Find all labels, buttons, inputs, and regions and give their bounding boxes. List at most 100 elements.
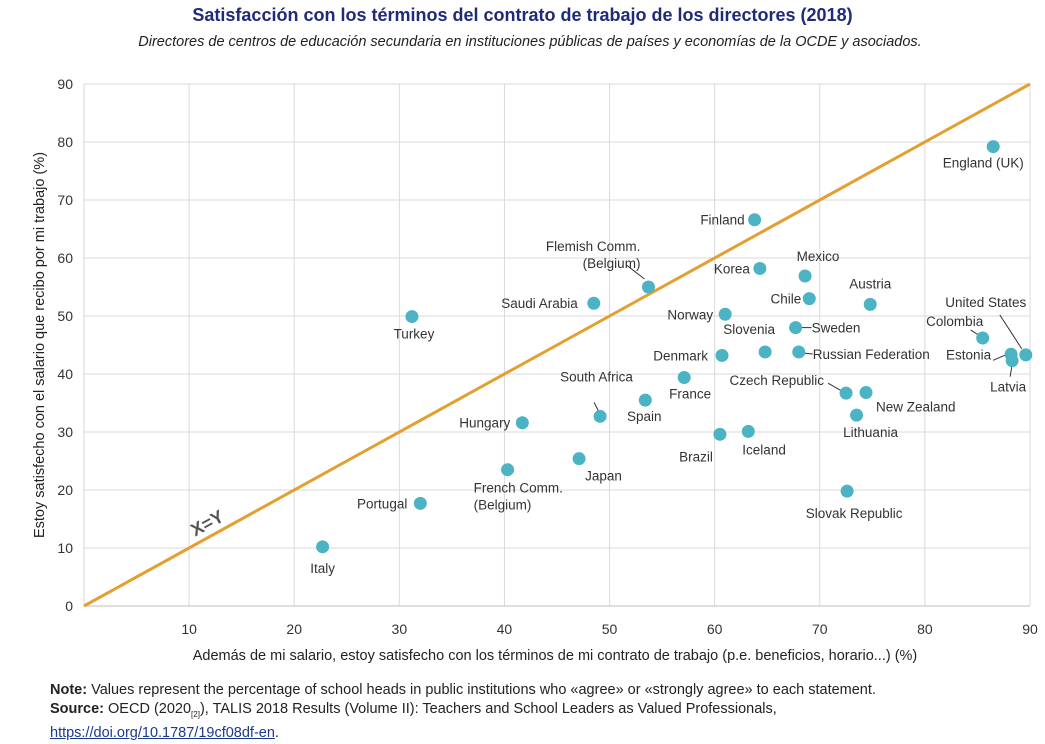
data-point-label: Portugal <box>357 496 407 511</box>
data-point-label: Austria <box>849 276 892 291</box>
data-point <box>753 261 767 275</box>
data-point <box>405 310 419 324</box>
source-line: Source: OECD (2020[2]), TALIS 2018 Resul… <box>50 700 1040 724</box>
data-point-label: Denmark <box>653 348 708 363</box>
data-point-label: Saudi Arabia <box>501 296 578 311</box>
y-tick-label: 30 <box>57 424 73 440</box>
data-point <box>798 269 812 283</box>
data-point-label: England (UK) <box>943 156 1024 171</box>
link-suffix: . <box>274 724 279 741</box>
data-point <box>515 416 529 430</box>
data-point <box>718 307 732 321</box>
data-point <box>839 386 853 400</box>
data-point-label: Norway <box>667 307 713 322</box>
data-point-label: Korea <box>714 261 751 276</box>
data-point <box>715 348 729 362</box>
data-point <box>863 297 877 311</box>
data-point <box>587 296 601 310</box>
data-point <box>572 452 586 466</box>
data-point-label: Sweden <box>812 321 861 336</box>
data-point <box>758 345 772 359</box>
data-point <box>850 408 864 422</box>
y-tick-label: 0 <box>65 598 73 614</box>
data-point-label: Russian Federation <box>813 347 930 362</box>
data-point-label: French Comm. <box>474 481 563 496</box>
leader-line <box>999 314 1023 350</box>
data-point-label: Czech Republic <box>730 373 825 388</box>
source-ref: [2] <box>191 709 200 719</box>
reference-line-xy <box>83 82 1031 608</box>
x-tick-label: 40 <box>497 621 513 637</box>
data-point-label: United States <box>945 295 1026 310</box>
x-axis-label: Además de mi salario, estoy satisfecho c… <box>192 648 918 664</box>
leader-line <box>626 264 645 280</box>
data-point-label: Latvia <box>990 380 1027 395</box>
data-point-label: Brazil <box>679 449 713 464</box>
data-point <box>802 292 816 306</box>
data-point-label: Chile <box>771 292 802 307</box>
x-tick-label: 30 <box>392 621 408 637</box>
x-tick-label: 20 <box>286 621 302 637</box>
data-point-label: (Belgium) <box>474 498 532 513</box>
data-point <box>316 540 330 554</box>
data-point-label: France <box>669 386 711 401</box>
data-point <box>976 331 990 345</box>
data-point-label: South Africa <box>560 369 633 384</box>
data-point-label: Iceland <box>742 442 786 457</box>
y-tick-label: 80 <box>57 134 73 150</box>
y-tick-label: 20 <box>57 482 73 498</box>
data-point <box>792 345 806 359</box>
y-tick-label: 50 <box>57 308 73 324</box>
leader-line <box>970 329 979 336</box>
x-tick-label: 80 <box>917 621 933 637</box>
y-tick-label: 60 <box>57 250 73 266</box>
data-point-label: Flemish Comm. <box>546 239 641 254</box>
source-text-2: ), TALIS 2018 Results (Volume II): Teach… <box>199 701 777 717</box>
x-tick-label: 10 <box>181 621 197 637</box>
data-point-label: Lithuania <box>843 425 898 440</box>
data-point <box>713 427 727 441</box>
x-tick-label: 70 <box>812 621 828 637</box>
source-text-1: OECD (2020 <box>108 701 192 717</box>
data-point-label: Hungary <box>459 416 510 431</box>
data-point-label: New Zealand <box>876 400 956 415</box>
data-point <box>1005 354 1019 368</box>
data-point <box>859 386 873 400</box>
x-tick-label: 50 <box>602 621 618 637</box>
data-point-label: Spain <box>627 409 662 424</box>
y-tick-label: 10 <box>57 540 73 556</box>
data-point-label: Turkey <box>394 327 435 342</box>
data-point <box>593 409 607 423</box>
source-label: Source: <box>50 701 104 717</box>
data-point <box>840 484 854 498</box>
data-point <box>501 463 515 477</box>
data-point-label: Italy <box>310 561 335 576</box>
data-point <box>741 424 755 438</box>
data-point-label: Estonia <box>946 347 992 362</box>
y-tick-label: 40 <box>57 366 73 382</box>
data-point <box>1019 348 1033 362</box>
x-tick-label: 90 <box>1022 621 1038 637</box>
data-point-label: Finland <box>700 213 744 228</box>
reference-line-label: X=Y <box>187 506 227 540</box>
leader-line <box>827 382 843 392</box>
data-point <box>638 393 652 407</box>
note-label: Note: <box>50 682 88 698</box>
footnote: Note: Values represent the percentage of… <box>50 681 1040 743</box>
data-point-label: Slovenia <box>723 322 775 337</box>
note-text: Values represent the percentage of schoo… <box>91 682 876 698</box>
doi-link[interactable]: https://doi.org/10.1787/19cf08df-en <box>50 724 275 741</box>
data-point-label: Slovak Republic <box>806 506 903 521</box>
data-point-label: Mexico <box>797 249 840 264</box>
data-point <box>641 280 655 294</box>
data-point <box>413 496 427 510</box>
data-point <box>677 370 691 384</box>
y-axis-label: Estoy satisfecho con el salario que reci… <box>32 152 48 538</box>
data-point-label: Japan <box>585 469 622 484</box>
data-point-label: Colombia <box>926 314 984 329</box>
data-point <box>748 213 762 227</box>
y-tick-label: 70 <box>57 192 73 208</box>
data-point-label: (Belgium) <box>583 256 641 271</box>
note-line: Note: Values represent the percentage of… <box>50 681 1040 700</box>
